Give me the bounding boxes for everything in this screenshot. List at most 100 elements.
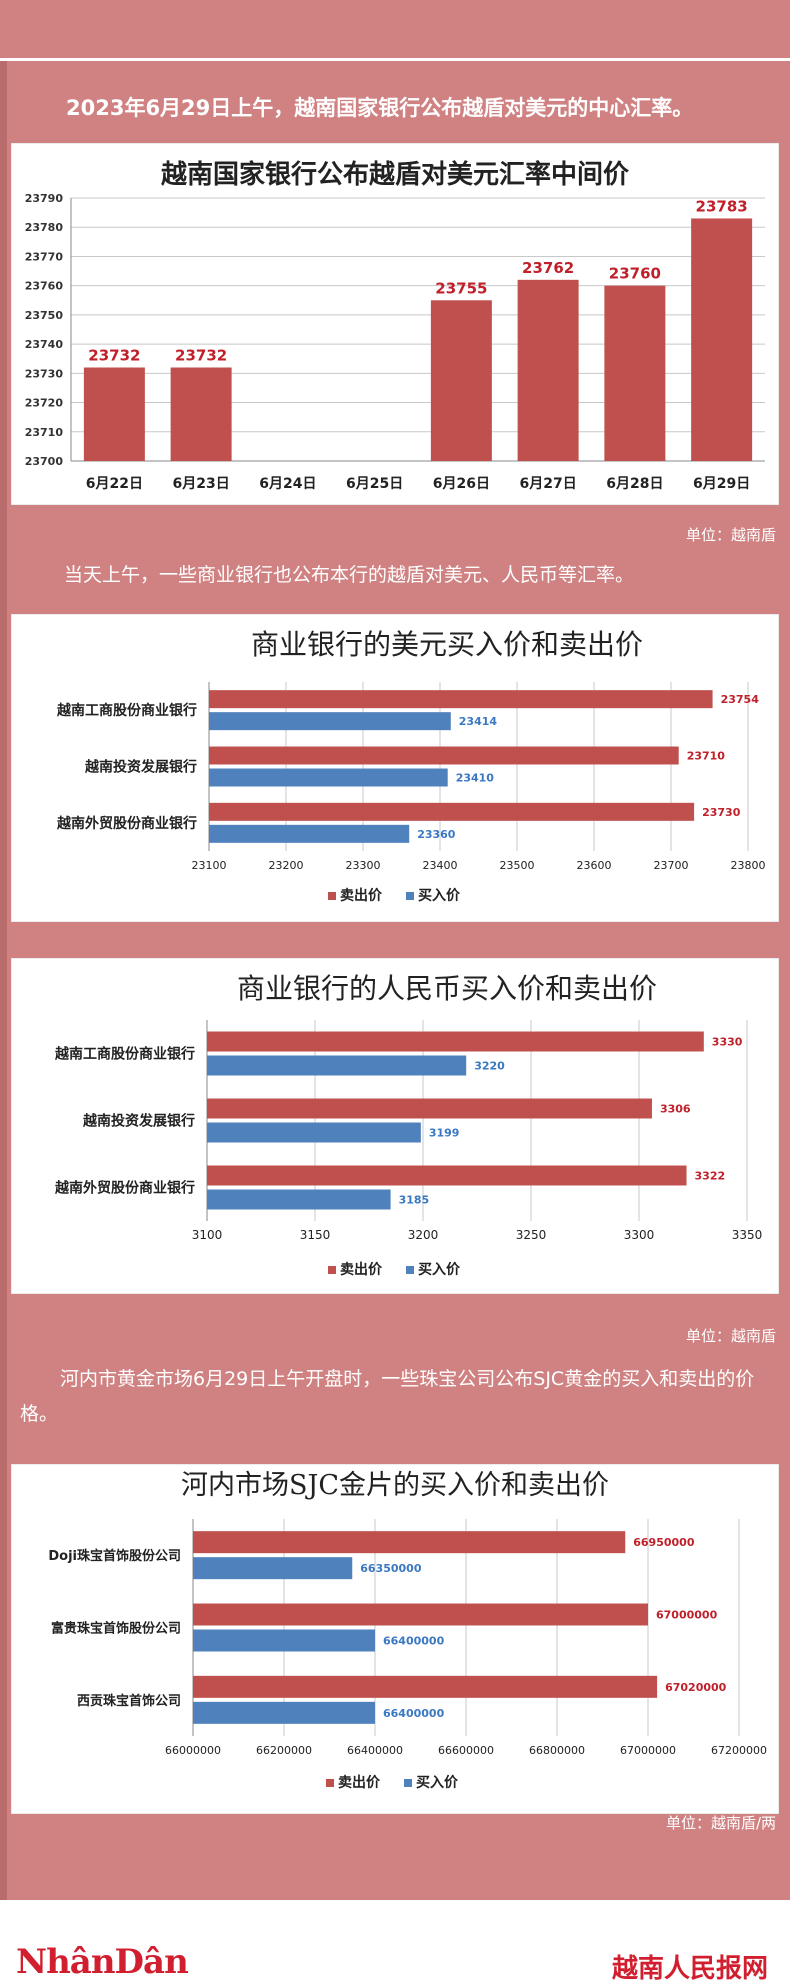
x-tick-label: 23600 — [577, 859, 612, 872]
data-label: 23360 — [417, 828, 456, 841]
buy-bar — [209, 768, 448, 787]
data-label: 3330 — [712, 1036, 743, 1049]
y-tick-label: 23730 — [25, 367, 64, 380]
x-tick-label: 3350 — [732, 1228, 763, 1242]
data-label: 23755 — [435, 279, 487, 297]
x-tick-label: 3200 — [408, 1228, 439, 1242]
y-tick-label: 23740 — [25, 338, 64, 351]
legend-label: 卖出价 — [338, 1774, 381, 1791]
x-tick-label: 3300 — [624, 1228, 655, 1242]
data-label: 67020000 — [665, 1681, 727, 1694]
intro-paragraph-gold: 河内市黄金市场6月29日上午开盘时，一些珠宝公司公布SJC黄金的买入和卖出的价格… — [20, 1368, 755, 1425]
data-label: 3199 — [429, 1127, 460, 1140]
legend-swatch — [406, 1266, 414, 1274]
data-label: 23410 — [456, 772, 495, 785]
data-label: 23754 — [721, 693, 760, 706]
data-label: 23414 — [459, 715, 498, 728]
x-tick-label: 23100 — [192, 859, 227, 872]
data-label: 23710 — [687, 750, 726, 763]
intro-paragraph-central-rate: 2023年6月29日上午，越南国家银行公布越盾对美元的中心汇率。 — [66, 96, 694, 120]
buy-bar — [207, 1055, 467, 1076]
chart-title: 河内市场SJC金片的买入价和卖出价 — [181, 1470, 609, 1501]
x-tick-label: 6月25日 — [346, 476, 403, 492]
nhandan-logo: NhânDân — [16, 1942, 189, 1982]
y-tick-label: 23750 — [25, 309, 64, 322]
x-tick-label: 3250 — [516, 1228, 547, 1242]
category-label: 越南投资发展银行 — [84, 759, 197, 776]
x-tick-label: 6月27日 — [520, 476, 577, 492]
top-band — [0, 0, 790, 61]
data-label: 23732 — [175, 346, 227, 364]
sell-bar — [209, 802, 695, 821]
x-tick-label: 6月26日 — [433, 476, 490, 492]
y-tick-label: 23710 — [25, 426, 64, 439]
category-label: 西贡珠宝首饰公司 — [77, 1693, 181, 1709]
category-label: 越南工商股份商业银行 — [54, 1046, 195, 1063]
bar — [604, 285, 666, 461]
x-tick-label: 66400000 — [347, 1744, 403, 1757]
sell-bar — [207, 1098, 652, 1119]
unit-label-2: 单位：越南盾 — [685, 1327, 776, 1345]
chart-border — [11, 1464, 779, 1814]
legend-label: 卖出价 — [340, 1261, 383, 1278]
category-label: 越南外贸股份商业银行 — [56, 815, 197, 832]
category-label: 越南外贸股份商业银行 — [54, 1180, 195, 1197]
data-label: 23760 — [609, 265, 661, 283]
x-tick-label: 6月22日 — [86, 476, 143, 492]
chart-panel-gold: 河内市场SJC金片的买入价和卖出价 66000000 66200000 6640000… — [11, 1464, 779, 1814]
legend-swatch — [406, 892, 414, 900]
sell-bar — [207, 1165, 687, 1186]
y-tick-label: 23770 — [25, 250, 64, 263]
chart-panel-cny: 商业银行的人民币买入价和卖出价 3100 3150 3200 3250 3300 3350 越… — [11, 958, 779, 1294]
y-tick-label: 23720 — [25, 397, 64, 410]
x-tick-label: 23200 — [269, 859, 304, 872]
legend-swatch — [328, 1266, 336, 1274]
sell-bar — [193, 1531, 626, 1554]
x-tick-label: 6月28日 — [606, 476, 663, 492]
buy-bar — [209, 712, 451, 731]
x-tick-label: 6月23日 — [173, 476, 230, 492]
legend-swatch — [404, 1779, 412, 1787]
data-label: 3185 — [399, 1194, 430, 1207]
left-accent-strip — [0, 61, 7, 1900]
chart-cny-buy-sell: 商业银行的人民币买入价和卖出价 3100 3150 3200 3250 3300 3350 越… — [11, 958, 779, 1294]
category-label: 越南投资发展银行 — [82, 1113, 195, 1130]
buy-bar — [207, 1122, 421, 1143]
footer — [0, 1900, 790, 1975]
x-tick-label: 66600000 — [438, 1744, 494, 1757]
x-tick-label: 23800 — [731, 859, 766, 872]
x-tick-label: 66000000 — [165, 1744, 221, 1757]
legend-label: 卖出价 — [340, 887, 383, 904]
chart-title: 越南国家银行公布越盾对美元汇率中间价 — [161, 159, 630, 190]
y-tick-label: 23780 — [25, 221, 64, 234]
x-tick-label: 67200000 — [711, 1744, 767, 1757]
legend-label: 买入价 — [418, 1262, 461, 1278]
x-tick-label: 23300 — [346, 859, 381, 872]
y-tick-label: 23700 — [25, 455, 64, 468]
chart-border — [11, 614, 779, 922]
sell-bar — [193, 1675, 658, 1698]
x-tick-label: 23700 — [654, 859, 689, 872]
data-label: 23783 — [696, 197, 748, 215]
sell-bar — [193, 1603, 648, 1626]
x-tick-label: 67000000 — [620, 1744, 676, 1757]
data-label: 23730 — [702, 806, 741, 819]
y-tick-label: 23790 — [25, 192, 64, 205]
data-label: 67000000 — [656, 1609, 718, 1622]
unit-label-1: 单位：越南盾 — [685, 526, 776, 544]
bar — [430, 300, 492, 461]
chart-central-rate: 越南国家银行公布越盾对美元汇率中间价 23700 23710 23720 23730 23… — [11, 143, 779, 505]
data-label: 3322 — [695, 1170, 726, 1183]
bar — [691, 218, 753, 461]
category-label: 富贵珠宝首饰股份公司 — [51, 1621, 181, 1637]
x-tick-label: 3150 — [300, 1228, 331, 1242]
data-label: 3306 — [660, 1103, 691, 1116]
bar — [170, 367, 232, 461]
x-tick-label: 6月24日 — [259, 476, 316, 492]
data-label: 66400000 — [383, 1635, 445, 1648]
bar — [517, 279, 579, 461]
sell-bar — [209, 690, 713, 709]
category-label: 越南工商股份商业银行 — [56, 702, 197, 719]
chart-sjc-gold-buy-sell: 河内市场SJC金片的买入价和卖出价 66000000 66200000 6640000… — [11, 1464, 779, 1814]
legend-label: 买入价 — [416, 1775, 459, 1791]
